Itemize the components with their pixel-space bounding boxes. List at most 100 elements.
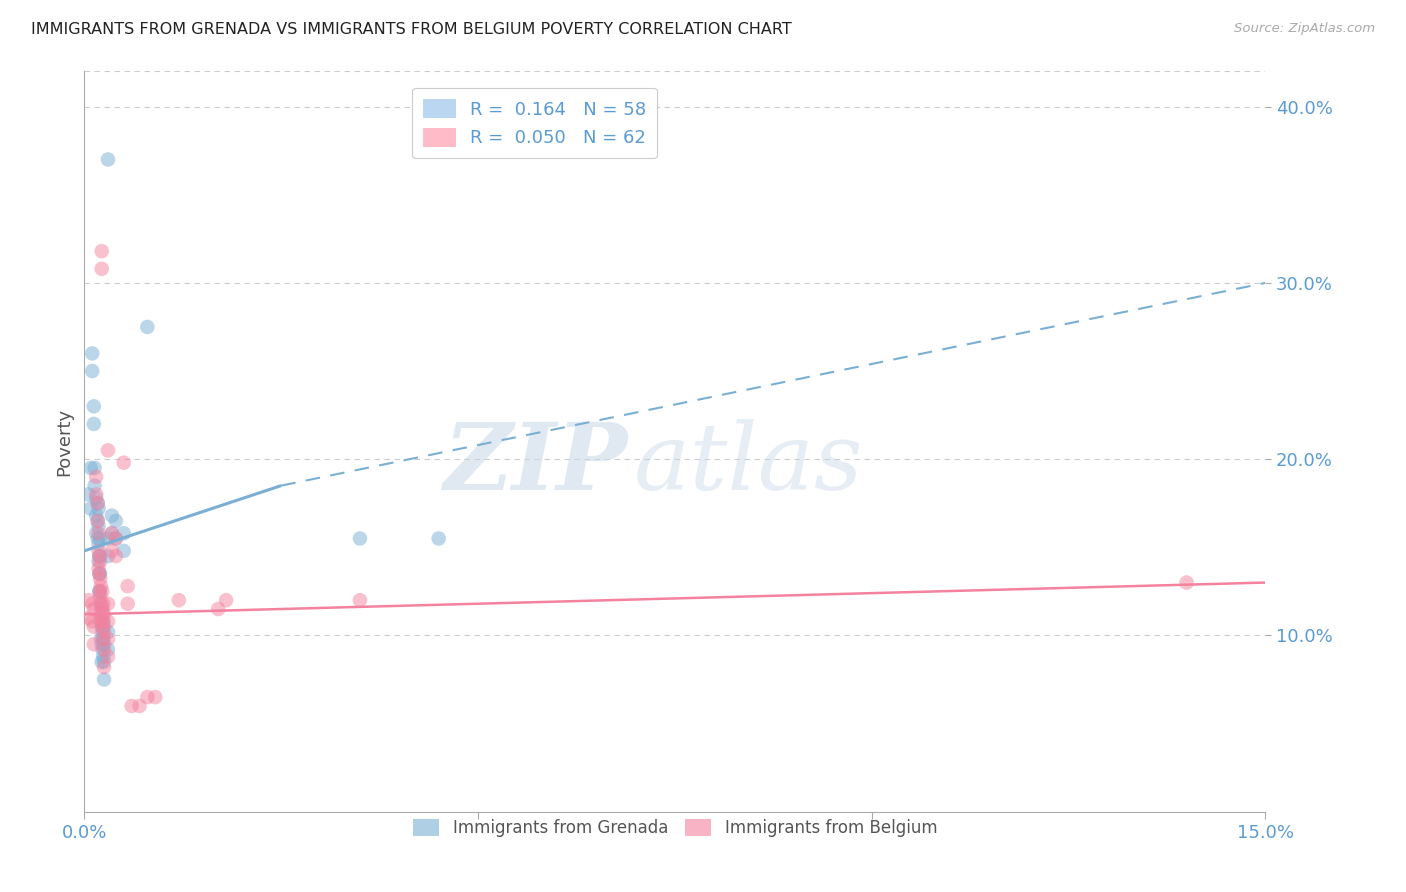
Point bbox=[97, 443, 120, 458]
Point bbox=[83, 602, 105, 616]
Text: atlas: atlas bbox=[634, 418, 863, 508]
Point bbox=[90, 615, 112, 629]
Point bbox=[89, 566, 111, 581]
Point bbox=[93, 624, 115, 639]
Text: ZIP: ZIP bbox=[443, 418, 627, 508]
Point bbox=[90, 602, 112, 616]
Point bbox=[89, 590, 111, 604]
Point bbox=[93, 637, 115, 651]
Point bbox=[97, 642, 120, 657]
Point bbox=[87, 532, 110, 546]
Point bbox=[77, 593, 100, 607]
Point bbox=[91, 584, 114, 599]
Point bbox=[93, 660, 115, 674]
Point bbox=[90, 261, 112, 276]
Point bbox=[167, 593, 190, 607]
Point bbox=[104, 514, 127, 528]
Point bbox=[87, 519, 110, 533]
Point bbox=[89, 549, 111, 563]
Legend: Immigrants from Grenada, Immigrants from Belgium: Immigrants from Grenada, Immigrants from… bbox=[406, 813, 943, 844]
Point bbox=[87, 501, 110, 516]
Point bbox=[79, 461, 101, 475]
Point bbox=[87, 514, 110, 528]
Point bbox=[136, 690, 159, 705]
Point bbox=[90, 655, 112, 669]
Point bbox=[82, 364, 104, 378]
Point bbox=[104, 532, 127, 546]
Point bbox=[97, 532, 120, 546]
Point bbox=[83, 637, 105, 651]
Point bbox=[89, 566, 111, 581]
Point bbox=[82, 615, 104, 629]
Point bbox=[90, 619, 112, 633]
Point bbox=[90, 597, 112, 611]
Point bbox=[93, 642, 115, 657]
Point bbox=[97, 632, 120, 646]
Point bbox=[82, 346, 104, 360]
Point bbox=[112, 456, 135, 470]
Point bbox=[143, 690, 166, 705]
Point bbox=[91, 624, 114, 639]
Point bbox=[121, 698, 143, 713]
Point bbox=[89, 584, 111, 599]
Point bbox=[97, 597, 120, 611]
Point bbox=[89, 584, 111, 599]
Point bbox=[90, 244, 112, 259]
Point bbox=[128, 698, 150, 713]
Point bbox=[87, 544, 110, 558]
Point bbox=[84, 526, 107, 541]
Point bbox=[90, 579, 112, 593]
Point bbox=[427, 532, 450, 546]
Point bbox=[91, 642, 114, 657]
Point bbox=[91, 597, 114, 611]
Point bbox=[89, 554, 111, 568]
Point bbox=[93, 619, 115, 633]
Point bbox=[97, 549, 120, 563]
Point bbox=[91, 602, 114, 616]
Point bbox=[84, 491, 107, 505]
Point bbox=[101, 544, 124, 558]
Y-axis label: Poverty: Poverty bbox=[55, 408, 73, 475]
Point bbox=[91, 615, 114, 629]
Point bbox=[83, 619, 105, 633]
Point bbox=[90, 597, 112, 611]
Point bbox=[91, 615, 114, 629]
Point bbox=[97, 649, 120, 664]
Point bbox=[77, 611, 100, 625]
Point bbox=[90, 615, 112, 629]
Point bbox=[104, 532, 127, 546]
Point bbox=[83, 478, 105, 492]
Point bbox=[89, 566, 111, 581]
Point bbox=[83, 399, 105, 413]
Point bbox=[90, 632, 112, 646]
Point bbox=[101, 526, 124, 541]
Point bbox=[349, 532, 371, 546]
Point bbox=[117, 597, 139, 611]
Point bbox=[93, 673, 115, 687]
Point bbox=[91, 632, 114, 646]
Point bbox=[84, 487, 107, 501]
Text: Source: ZipAtlas.com: Source: ZipAtlas.com bbox=[1234, 22, 1375, 36]
Point bbox=[79, 501, 101, 516]
Point bbox=[90, 637, 112, 651]
Point bbox=[84, 470, 107, 484]
Point bbox=[117, 579, 139, 593]
Point bbox=[112, 544, 135, 558]
Point bbox=[87, 554, 110, 568]
Point bbox=[87, 496, 110, 510]
Point bbox=[101, 508, 124, 523]
Point bbox=[349, 593, 371, 607]
Point bbox=[89, 549, 111, 563]
Point bbox=[112, 526, 135, 541]
Point bbox=[89, 572, 111, 586]
Point bbox=[89, 549, 111, 563]
Point bbox=[91, 649, 114, 664]
Point bbox=[77, 487, 100, 501]
Point bbox=[87, 537, 110, 551]
Point bbox=[87, 526, 110, 541]
Point bbox=[101, 526, 124, 541]
Text: IMMIGRANTS FROM GRENADA VS IMMIGRANTS FROM BELGIUM POVERTY CORRELATION CHART: IMMIGRANTS FROM GRENADA VS IMMIGRANTS FR… bbox=[31, 22, 792, 37]
Point bbox=[87, 496, 110, 510]
Point bbox=[97, 624, 120, 639]
Point bbox=[136, 320, 159, 334]
